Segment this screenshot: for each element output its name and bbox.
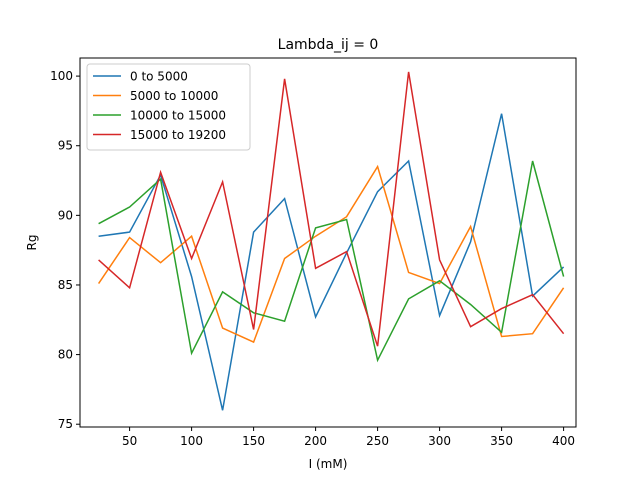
y-tick-label: 95 [58, 139, 73, 153]
axes-frame [79, 57, 577, 428]
legend-label-2: 5000 to 10000 [130, 89, 218, 103]
y-tick-label: 85 [58, 278, 73, 292]
y-tick-label: 90 [58, 208, 73, 222]
x-tick-label: 150 [242, 434, 265, 448]
legend: 0 to 5000 5000 to 10000 10000 to 15000 1500… [86, 63, 251, 151]
x-tick-label: 250 [366, 434, 389, 448]
x-tick-label: 100 [180, 434, 203, 448]
legend-box [86, 63, 251, 151]
series-line-1 [98, 113, 565, 411]
y-tick-label: 75 [58, 417, 73, 431]
y-tick-label: 80 [58, 348, 73, 362]
y-axis-label: Rg [25, 235, 39, 251]
series-line-2 [97, 164, 565, 344]
y-tick-label: 100 [50, 69, 73, 83]
legend-label-4: 15000 to 19200 [130, 128, 226, 142]
x-tick-label: 400 [552, 434, 575, 448]
legend-label-1: 0 to 5000 [130, 70, 188, 84]
x-axis-label: I (mM) [309, 457, 348, 471]
chart-title: Lambda_ij = 0 [278, 37, 379, 53]
x-tick-label: 200 [304, 434, 327, 448]
series-line-4 [98, 71, 565, 347]
legend-label-3: 10000 to 15000 [130, 109, 226, 123]
x-tick-label: 50 [122, 434, 137, 448]
x-tick-label: 350 [490, 434, 513, 448]
x-tick-label: 300 [428, 434, 451, 448]
